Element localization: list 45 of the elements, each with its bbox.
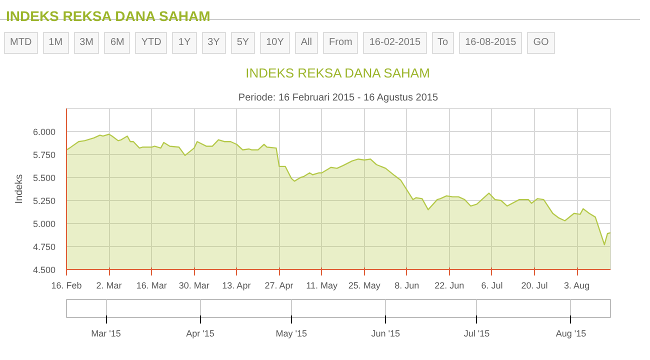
chart-subtitle: Periode: 16 Februari 2015 - 16 Agustus 2015 [238,92,438,104]
y-tick-label: 5.500 [32,173,56,183]
x2-tick-label: Jul '15 [464,328,490,338]
y-tick-label: 4.500 [32,265,56,275]
x-tick-label: 11. May [306,280,338,290]
text: 3M [74,32,100,54]
x-tick-label: 16. Mar [136,280,167,290]
x-tick-label: 20. Jul [521,280,548,290]
x-tick-label: 30. Mar [178,280,210,290]
text: GO [527,32,555,54]
x-tick-label: 6. Jul [481,280,503,290]
text: All [294,32,318,54]
text: 16-08-2015 [459,32,522,54]
x-tick-label: 25. May [348,280,381,290]
text: MTD [4,32,38,54]
text: 3Y [202,32,226,54]
chart-title: INDEKS REKSA DANA SAHAM [246,66,430,80]
y-axis-title: Indeks [14,174,25,204]
y-tick-label: 5.750 [32,150,56,160]
text: 16-02-2015 [363,32,427,54]
x-tick-label: 16. Feb [51,280,82,290]
x2-tick-label: Apr '15 [186,328,214,338]
x-tick-label: 22. Jun [434,280,464,290]
chart-title: INDEKS REKSA DANA SAHAM [6,8,210,24]
y-tick-label: 4.750 [32,242,56,252]
text: 1Y [172,32,197,54]
text: 5Y [230,32,256,54]
x-tick-label: 2. Mar [96,280,122,290]
x-tick-label: 13. Apr [222,280,251,290]
x-tick-label: 8. Jun [394,280,420,290]
x2-tick-label: May '15 [276,328,308,338]
x-tick-label: 3. Aug [564,280,590,290]
x2-tick-label: Jun '15 [371,328,400,338]
text: From [323,32,358,54]
text: YTD [135,32,168,54]
text: To [432,32,454,54]
y-tick-label: 6.000 [32,127,56,137]
x2-tick-label: Aug '15 [556,328,586,338]
text: 6M [104,32,130,54]
y-tick-label: 5.000 [32,219,56,229]
x-tick-label: 27. Apr [264,280,294,290]
text: 1M [42,32,69,54]
x2-tick-label: Mar '15 [91,328,121,338]
text: 10Y [260,32,290,54]
y-tick-label: 5.250 [32,196,56,206]
